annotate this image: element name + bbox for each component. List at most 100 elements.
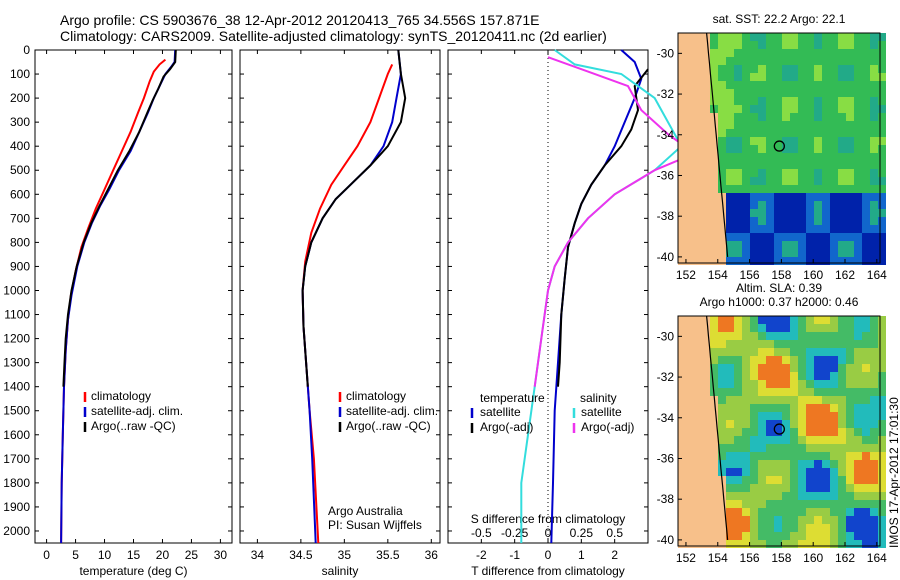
depth-tick-label: 1500 [3, 404, 30, 418]
map-cell [678, 468, 686, 476]
map-cell [878, 217, 886, 225]
map-cell [686, 436, 694, 444]
map-cell [862, 428, 870, 436]
map-cell [766, 233, 774, 241]
map-cell [750, 396, 758, 404]
map-cell [774, 460, 782, 468]
map-cell [694, 332, 702, 340]
map-cell [702, 57, 710, 65]
map-cell [694, 73, 702, 81]
map-cell [774, 532, 782, 540]
map-cell [726, 73, 734, 81]
map-cell [718, 452, 726, 460]
map-cell [862, 356, 870, 364]
map-cell [758, 161, 766, 169]
map-cell [846, 380, 854, 388]
map-cell [790, 201, 798, 209]
map-cell [838, 420, 846, 428]
map-cell [846, 452, 854, 460]
map-cell [734, 532, 742, 540]
map-cell [710, 33, 718, 41]
map-cell [750, 217, 758, 225]
map-cell [790, 217, 798, 225]
map-cell [798, 233, 806, 241]
map-cell [838, 233, 846, 241]
map-cell [774, 540, 782, 548]
map-cell [694, 348, 702, 356]
map-cell [734, 113, 742, 121]
sla-map-coastline [706, 315, 729, 540]
map-cell [814, 65, 822, 73]
map-cell [766, 201, 774, 209]
map-cell [870, 201, 878, 209]
map-cell [734, 241, 742, 249]
map-cell [742, 316, 750, 324]
map-cell [750, 404, 758, 412]
map-cell [806, 340, 814, 348]
map-cell [750, 468, 758, 476]
map-cell [734, 233, 742, 241]
map-cell [838, 324, 846, 332]
map-cell [702, 65, 710, 73]
map-cell [870, 372, 878, 380]
map-cell [846, 396, 854, 404]
map-cell [814, 105, 822, 113]
map-cell [814, 145, 822, 153]
map-cell [878, 89, 886, 97]
depth-tick-label: 1200 [3, 332, 30, 346]
map-cell [814, 340, 822, 348]
map-cell [758, 105, 766, 113]
map-cell [774, 452, 782, 460]
map-cell [854, 121, 862, 129]
map-cell [678, 153, 686, 161]
depth-tick-label: 1600 [3, 428, 30, 442]
map-cell [846, 161, 854, 169]
map-cell [678, 340, 686, 348]
map-cell [862, 217, 870, 225]
map-cell [846, 492, 854, 500]
map-cell [774, 468, 782, 476]
map-cell [694, 185, 702, 193]
depth-tick-label: 2000 [3, 524, 30, 538]
map-cell [846, 97, 854, 105]
map-cell [686, 177, 694, 185]
legend-label: Argo(-adj) [480, 420, 533, 434]
map-cell [782, 428, 790, 436]
map-cell [686, 201, 694, 209]
map-cell [846, 436, 854, 444]
map-cell [718, 380, 726, 388]
map-cell [710, 225, 718, 233]
map-cell [758, 257, 766, 265]
map-cell [734, 89, 742, 97]
map-cell [862, 460, 870, 468]
map-cell [742, 372, 750, 380]
map-cell [686, 364, 694, 372]
map-cell [814, 324, 822, 332]
map-cell [766, 33, 774, 41]
map-cell [846, 57, 854, 65]
map-cell [694, 524, 702, 532]
map-cell [806, 372, 814, 380]
map-cell [718, 460, 726, 468]
map-cell [822, 492, 830, 500]
map-cell [726, 516, 734, 524]
map-cell [830, 468, 838, 476]
map-cell [694, 57, 702, 65]
map-cell [814, 332, 822, 340]
map-cell [846, 241, 854, 249]
map-cell [838, 41, 846, 49]
map-cell [870, 49, 878, 57]
map-cell [870, 145, 878, 153]
map-cell [806, 436, 814, 444]
map-cell [694, 217, 702, 225]
map-cell [838, 500, 846, 508]
map-cell [710, 49, 718, 57]
map-cell [694, 145, 702, 153]
map-cell [750, 452, 758, 460]
map-cell [734, 356, 742, 364]
map-cell [822, 348, 830, 356]
map-cell [774, 129, 782, 137]
map-cell [750, 340, 758, 348]
map-cell [830, 508, 838, 516]
map-x-tick-label: 156 [740, 551, 760, 565]
